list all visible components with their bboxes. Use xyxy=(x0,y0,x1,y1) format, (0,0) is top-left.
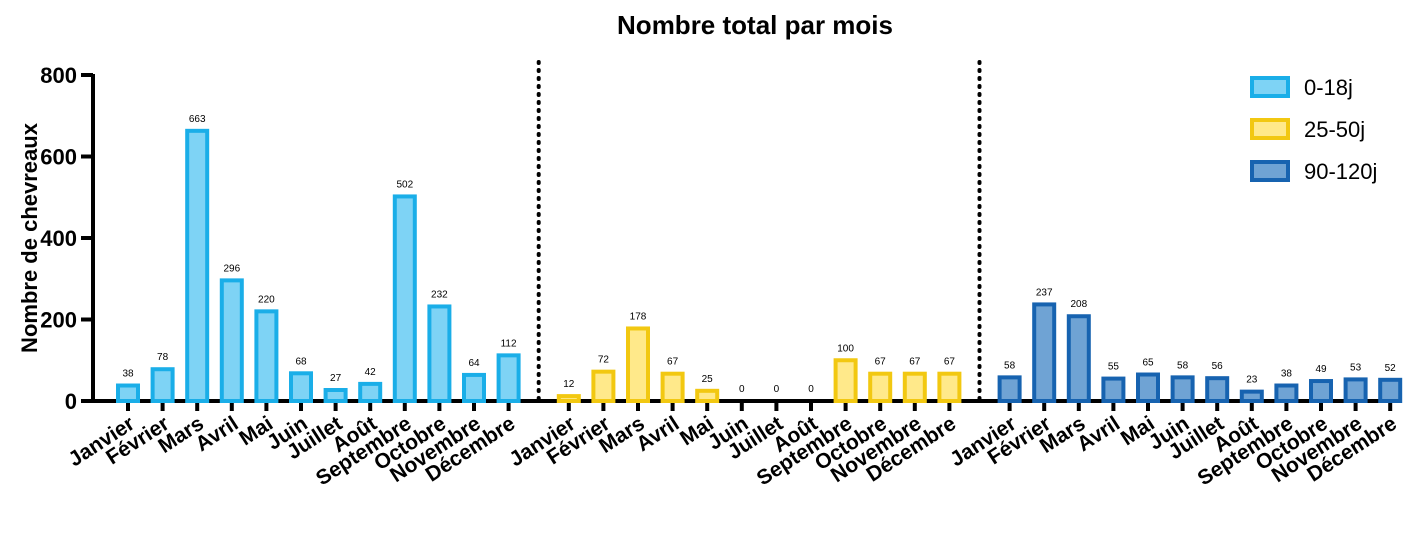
bar xyxy=(1136,372,1160,404)
x-axis: JanvierFévrierMarsAvrilMaiJuinJuilletAoû… xyxy=(65,399,1401,490)
data-label: 0 xyxy=(739,384,745,395)
data-label: 25 xyxy=(702,374,714,385)
legend-label: 0-18j xyxy=(1304,75,1353,100)
bar xyxy=(462,372,486,404)
data-label: 56 xyxy=(1212,361,1224,372)
data-label: 67 xyxy=(667,357,679,368)
data-label: 502 xyxy=(396,179,413,190)
data-label: 38 xyxy=(122,369,134,380)
data-label: 67 xyxy=(944,357,956,368)
bar xyxy=(695,388,720,403)
bar xyxy=(937,371,962,404)
y-tick-label: 400 xyxy=(40,226,77,251)
data-label: 27 xyxy=(330,373,342,384)
data-label: 38 xyxy=(1281,369,1293,380)
data-label: 178 xyxy=(630,311,647,322)
bar xyxy=(868,371,893,404)
data-label: 232 xyxy=(431,289,448,300)
bar xyxy=(1378,377,1403,403)
data-label: 53 xyxy=(1350,362,1362,373)
bar xyxy=(185,128,210,403)
bar xyxy=(1239,389,1264,404)
y-axis-label: Nombre de chevreaux xyxy=(17,122,42,353)
bar xyxy=(1101,376,1126,403)
data-label: 72 xyxy=(598,355,610,366)
bar xyxy=(1205,376,1230,403)
bar xyxy=(1032,302,1057,403)
y-axis: 0 200 400 600 800 xyxy=(40,63,95,414)
data-label: 12 xyxy=(563,379,575,390)
bar xyxy=(556,394,581,403)
bar xyxy=(833,358,858,403)
data-label: 58 xyxy=(1004,360,1016,371)
data-label: 64 xyxy=(468,358,480,369)
bar xyxy=(427,304,452,403)
bar xyxy=(254,309,279,404)
bar xyxy=(323,387,348,403)
bar xyxy=(660,371,685,404)
data-label: 78 xyxy=(157,352,169,363)
data-label: 0 xyxy=(808,384,814,395)
data-label: 0 xyxy=(774,384,780,395)
data-label: 208 xyxy=(1070,299,1087,310)
bar xyxy=(392,194,417,403)
y-tick-label: 0 xyxy=(65,389,77,414)
legend-swatch xyxy=(1250,118,1290,140)
bar xyxy=(626,326,650,403)
data-label: 42 xyxy=(365,367,377,378)
legend-label: 90-120j xyxy=(1304,159,1377,184)
data-label: 100 xyxy=(837,343,854,354)
bar xyxy=(997,375,1022,403)
data-label: 65 xyxy=(1142,358,1154,369)
bar xyxy=(358,381,383,404)
bar xyxy=(1309,379,1333,404)
bars: 38 78 663 296 220 68 27 42 502 232 64 112 12 72 178 67 2… xyxy=(116,114,1403,404)
legend-swatch xyxy=(1250,160,1290,182)
data-label: 52 xyxy=(1385,363,1397,374)
bar xyxy=(1343,377,1368,403)
data-label: 58 xyxy=(1177,360,1189,371)
legend-label: 25-50j xyxy=(1304,117,1365,142)
bar xyxy=(289,371,313,404)
data-label: 68 xyxy=(295,356,307,367)
data-label: 220 xyxy=(258,294,275,305)
chart-title: Nombre total par mois xyxy=(617,10,893,40)
bar xyxy=(902,371,927,404)
bar xyxy=(1066,314,1091,403)
y-tick-label: 800 xyxy=(40,63,77,88)
data-label: 49 xyxy=(1315,364,1327,375)
data-label: 55 xyxy=(1108,362,1120,373)
data-label: 296 xyxy=(223,263,240,274)
legend: 0-18j 25-50j 90-120j xyxy=(1250,75,1377,184)
data-label: 67 xyxy=(909,357,921,368)
bar xyxy=(150,367,175,403)
data-label: 23 xyxy=(1246,375,1258,386)
group-separators xyxy=(536,60,982,407)
bar xyxy=(1170,375,1195,403)
bar xyxy=(591,369,616,404)
data-label: 237 xyxy=(1036,287,1053,298)
legend-swatch xyxy=(1250,76,1290,98)
y-tick-label: 200 xyxy=(40,308,77,333)
bar xyxy=(219,278,244,404)
bar xyxy=(496,353,521,403)
bar xyxy=(116,383,140,404)
data-label: 663 xyxy=(189,114,206,125)
data-label: 112 xyxy=(501,338,517,349)
bar xyxy=(1274,383,1299,404)
y-tick-label: 600 xyxy=(40,145,77,170)
data-label: 67 xyxy=(875,357,887,368)
